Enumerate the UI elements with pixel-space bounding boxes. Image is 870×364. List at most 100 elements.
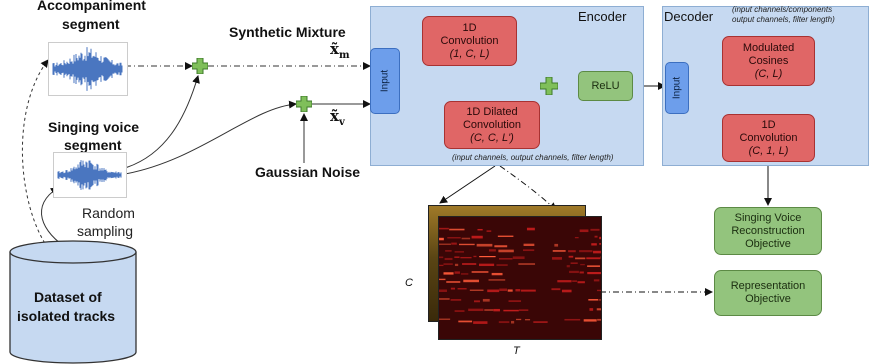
spectrogram-activation <box>554 243 559 247</box>
x-m-symbol: x̃m <box>330 40 350 61</box>
decoder-conv-title-1: 1D <box>761 118 776 131</box>
accompaniment-label-2: segment <box>62 16 120 32</box>
x-m-sub: m <box>338 50 350 61</box>
encoder-caption: (input channels, output channels, filter… <box>452 153 614 162</box>
spectrogram-activation <box>484 309 494 311</box>
spectrogram-activation <box>580 263 585 266</box>
spectrogram-activation <box>439 298 450 300</box>
spectrogram-activation <box>445 250 452 252</box>
spectrogram-activation <box>473 255 477 258</box>
spectrogram-activation <box>439 318 451 320</box>
spectrogram-activation <box>439 243 451 245</box>
spectrogram-activation <box>526 227 535 231</box>
spectrogram-activation <box>444 257 453 261</box>
spectrogram-activation <box>498 321 510 324</box>
spectrogram-activation <box>473 321 488 324</box>
decoder-caption-1: (input channels/components <box>732 5 833 14</box>
x-v-sub: v <box>338 117 345 128</box>
spectrogram-activation <box>552 257 562 260</box>
conv-title-1: 1D <box>462 21 477 34</box>
spectrogram-activation <box>596 289 601 292</box>
dilated-params: (C, C, L') <box>470 131 514 144</box>
gaussian-noise-label: Gaussian Noise <box>255 164 361 180</box>
decoder-conv-title-2: Convolution <box>739 131 798 144</box>
spectrogram-activation <box>439 289 447 292</box>
cosines-title-2: Cosines <box>748 54 789 67</box>
spectrogram-activation <box>462 263 477 265</box>
relu-block: ReLU <box>578 71 633 101</box>
spectrogram-activation <box>508 300 522 302</box>
spectrogram-activation <box>551 288 561 291</box>
singing-label-2: segment <box>64 137 122 153</box>
spectrogram-activation <box>458 320 473 323</box>
voice-plus-icon <box>296 96 312 112</box>
spectrogram-activation <box>474 300 480 303</box>
spectrogram-activation <box>507 289 513 292</box>
spectrogram-activation <box>569 270 579 274</box>
spectrogram-activation <box>468 308 484 312</box>
spectrogram-activation <box>454 271 460 274</box>
spectrogram-activation <box>579 250 593 253</box>
relu-label: ReLU <box>591 79 620 92</box>
spectrogram-activation <box>588 299 598 301</box>
encoder-to-spec-a <box>439 165 496 204</box>
spectrogram-activation <box>439 227 449 230</box>
spectrogram-activation <box>488 279 506 281</box>
spectrogram-activation <box>593 250 601 254</box>
spectrogram-activation <box>599 236 601 240</box>
spectrogram-activation <box>590 228 600 231</box>
spectrogram-activation <box>454 256 460 258</box>
spectrogram-activation <box>516 318 522 321</box>
accompaniment-waveform <box>48 42 128 96</box>
dataset-label-1: Dataset of <box>34 289 102 305</box>
spectrogram-activation <box>597 318 601 321</box>
dataset-label-2: isolated tracks <box>17 308 116 324</box>
spectrogram-activation <box>568 250 576 253</box>
dilated-conv-block: 1D Dilated Convolution (C, C, L') <box>444 101 540 149</box>
cosines-params: (C, L) <box>754 67 783 80</box>
spectrogram-activation <box>593 279 600 282</box>
spectrogram-activation <box>478 263 495 267</box>
spectrogram-activation <box>599 243 601 245</box>
spectrogram-activation <box>457 288 467 290</box>
spectrogram-activation <box>564 318 581 321</box>
spectrogram-activation <box>469 289 484 291</box>
spectrogram-activation <box>557 280 572 283</box>
encoder-to-spec-b <box>499 165 557 211</box>
x-v-symbol: x̃v <box>330 107 345 128</box>
spectrogram-activation <box>561 289 572 293</box>
spectrogram-activation <box>594 235 598 238</box>
dataset-cylinder-icon <box>9 240 137 364</box>
spectrogram-activation <box>479 256 496 258</box>
spectrogram-activation <box>447 237 461 239</box>
spectrogram-activation <box>552 250 566 252</box>
spectrogram-activation <box>570 262 578 264</box>
spectrogram-activation <box>498 258 513 260</box>
representation-objective-block: Representation Objective <box>714 270 822 316</box>
spectrogram-activation <box>523 243 535 247</box>
spectrogram-activation <box>572 280 578 282</box>
singing-objective-1: Singing Voice <box>734 211 802 224</box>
spectrogram-activation <box>497 235 514 238</box>
conv-title-2: Convolution <box>440 34 499 47</box>
representation-objective-1: Representation <box>730 280 806 292</box>
spectrogram-activation <box>511 320 515 324</box>
spectrogram-activation <box>587 272 601 275</box>
spectrogram-activation <box>471 271 489 273</box>
conv-block: 1D Convolution (1, C, L) <box>422 16 517 66</box>
cosines-title-1: Modulated <box>742 41 795 54</box>
spectrogram-activation <box>488 249 496 252</box>
spectrogram-front <box>438 216 602 340</box>
spectrogram-activation <box>503 309 519 312</box>
voice-to-mixture-plus <box>124 75 200 169</box>
spectrogram-activation <box>450 299 462 301</box>
spectrogram-activation <box>575 257 586 260</box>
spectrogram-activation <box>439 237 444 241</box>
spectrogram-activation <box>494 245 508 248</box>
representation-objective-2: Objective <box>745 293 791 305</box>
spectrogram-activation <box>458 243 475 246</box>
spectrogram-activation <box>439 278 446 281</box>
conv-params: (1, C, L) <box>449 47 490 60</box>
spectrogram-activation <box>486 230 492 232</box>
decoder-input-label: Input <box>671 76 683 100</box>
